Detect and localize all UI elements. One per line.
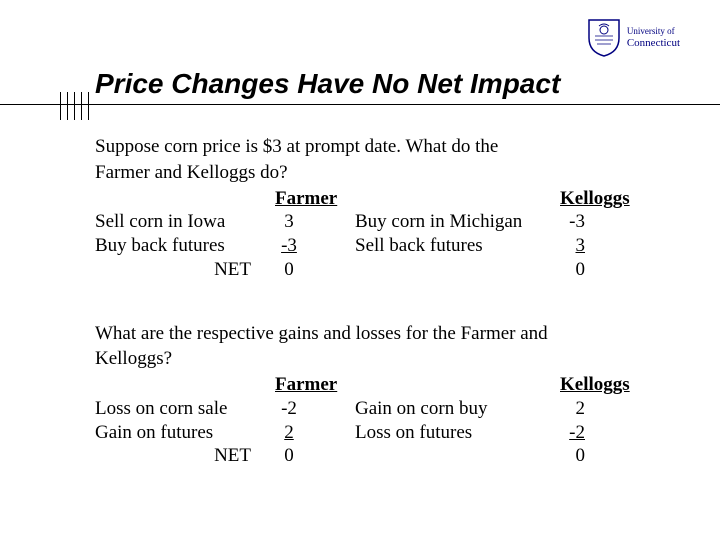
page-title: Price Changes Have No Net Impact <box>95 68 560 100</box>
univ-main: Connecticut <box>627 37 680 50</box>
decorative-ticks <box>60 106 89 134</box>
row-left-value: 0 <box>263 444 315 468</box>
university-name: University of Connecticut <box>627 26 680 50</box>
table-row: Gain on futures2Loss on futures-2 <box>95 421 655 445</box>
header-kelloggs: Kelloggs <box>560 373 630 397</box>
row-left-value: 3 <box>263 210 315 234</box>
row-left-label: NET <box>95 444 263 468</box>
table-row: Sell corn in Iowa3Buy corn in Michigan-3 <box>95 210 655 234</box>
university-logo: University of Connecticut <box>587 18 680 58</box>
row-left-label: Buy back futures <box>95 234 263 258</box>
section2-intro-line1: What are the respective gains and losses… <box>95 322 655 346</box>
table-row: NET00 <box>95 444 655 468</box>
crest-icon <box>587 18 621 58</box>
section2-table: Farmer Kelloggs Loss on corn sale-2Gain … <box>95 373 655 468</box>
section2-intro-line2: Kelloggs? <box>95 347 655 371</box>
row-left-value: -3 <box>263 234 315 258</box>
row-right-value: -2 <box>545 421 585 445</box>
header-farmer: Farmer <box>275 373 365 397</box>
section1-intro-line2: Farmer and Kelloggs do? <box>95 161 655 185</box>
row-left-value: 2 <box>263 421 315 445</box>
table-row: Buy back futures-3Sell back futures3 <box>95 234 655 258</box>
row-right-value: 0 <box>545 444 585 468</box>
row-left-label: Gain on futures <box>95 421 263 445</box>
row-left-label: NET <box>95 258 263 282</box>
header-kelloggs: Kelloggs <box>560 187 630 211</box>
row-left-label: Loss on corn sale <box>95 397 263 421</box>
row-right-value: -3 <box>545 210 585 234</box>
table-header-row: Farmer Kelloggs <box>95 373 655 397</box>
table-header-row: Farmer Kelloggs <box>95 187 655 211</box>
row-right-value: 0 <box>545 258 585 282</box>
header-farmer: Farmer <box>275 187 365 211</box>
section1-table: Farmer Kelloggs Sell corn in Iowa3Buy co… <box>95 187 655 282</box>
univ-prefix: University of <box>627 26 680 37</box>
row-left-value: -2 <box>263 397 315 421</box>
title-underline <box>0 104 720 105</box>
row-right-value: 2 <box>545 397 585 421</box>
table-row: NET00 <box>95 258 655 282</box>
slide-content: Suppose corn price is $3 at prompt date.… <box>95 135 655 468</box>
row-right-value: 3 <box>545 234 585 258</box>
row-right-label: Sell back futures <box>315 234 545 258</box>
row-right-label: Gain on corn buy <box>315 397 545 421</box>
section1-intro-line1: Suppose corn price is $3 at prompt date.… <box>95 135 655 159</box>
row-right-label: Buy corn in Michigan <box>315 210 545 234</box>
row-left-value: 0 <box>263 258 315 282</box>
row-right-label: Loss on futures <box>315 421 545 445</box>
row-left-label: Sell corn in Iowa <box>95 210 263 234</box>
table-row: Loss on corn sale-2Gain on corn buy2 <box>95 397 655 421</box>
